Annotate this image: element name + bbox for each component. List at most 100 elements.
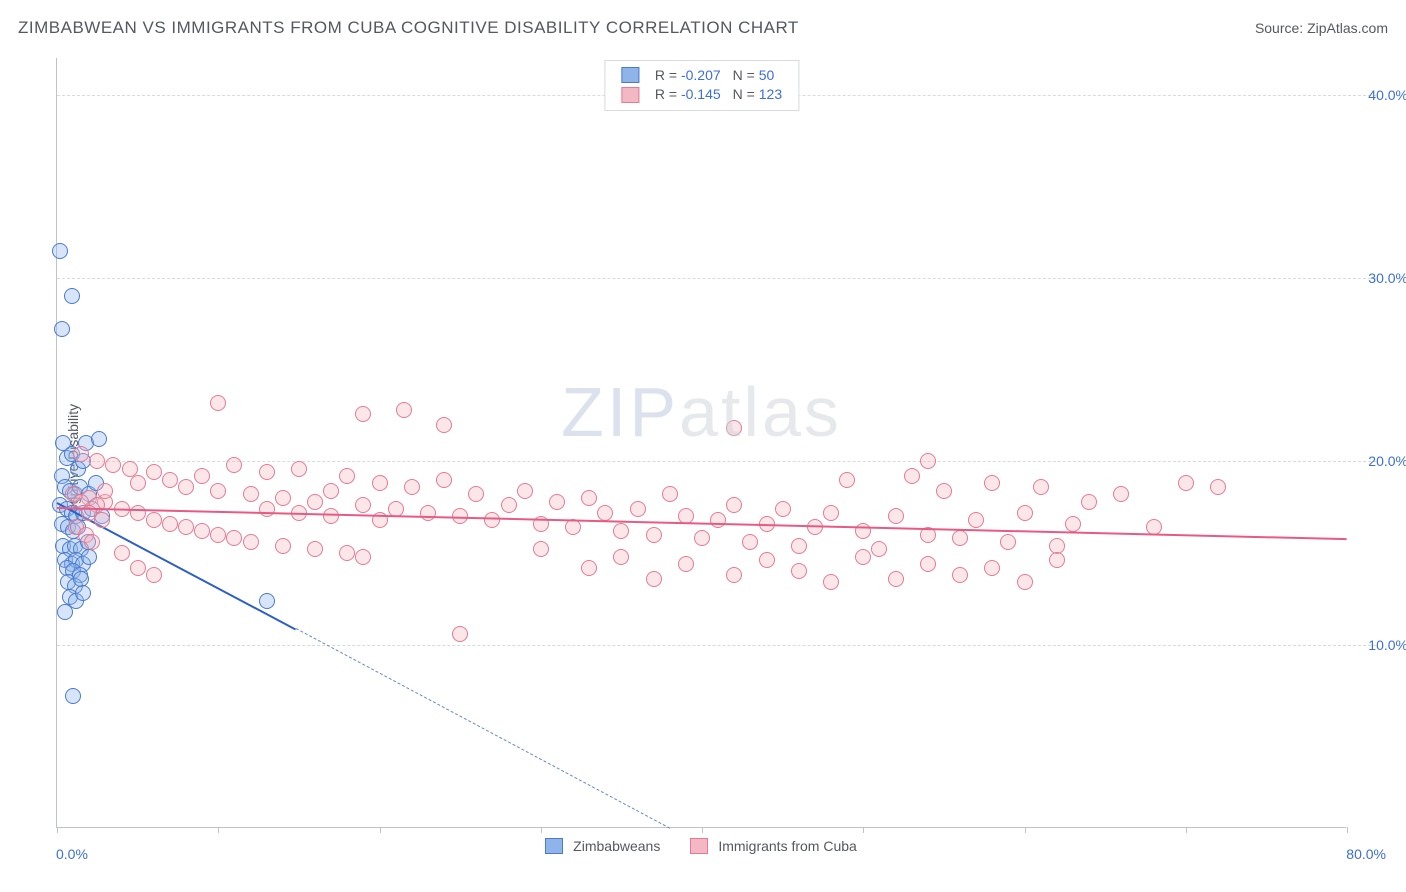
- r-label-0: R =: [655, 67, 681, 83]
- watermark-atlas: atlas: [679, 373, 842, 451]
- data-point-cuba: [984, 560, 1000, 576]
- x-max-label: 80.0%: [1346, 846, 1386, 862]
- data-point-cuba: [613, 523, 629, 539]
- x-tick: [1186, 827, 1187, 833]
- data-point-cuba: [823, 505, 839, 521]
- n-value-0: 50: [759, 67, 775, 83]
- x-tick: [702, 827, 703, 833]
- data-point-cuba: [791, 563, 807, 579]
- stats-row-cuba: R = -0.145 N = 123: [615, 84, 788, 103]
- data-point-cuba: [888, 571, 904, 587]
- data-point-cuba: [1049, 538, 1065, 554]
- data-point-cuba: [791, 538, 807, 554]
- data-point-cuba: [581, 560, 597, 576]
- header: ZIMBABWEAN VS IMMIGRANTS FROM CUBA COGNI…: [18, 18, 1388, 38]
- data-point-cuba: [1000, 534, 1016, 550]
- data-point-cuba: [275, 538, 291, 554]
- data-point-cuba: [210, 527, 226, 543]
- x-tick: [541, 827, 542, 833]
- stats-row-zimbabwe: R = -0.207 N = 50: [615, 65, 788, 84]
- data-point-cuba: [888, 508, 904, 524]
- data-point-zimbabwe: [73, 571, 89, 587]
- data-point-cuba: [194, 468, 210, 484]
- y-tick-label: 40.0%: [1350, 87, 1406, 103]
- data-point-cuba: [178, 519, 194, 535]
- data-point-cuba: [920, 453, 936, 469]
- data-point-cuba: [775, 501, 791, 517]
- data-point-cuba: [146, 464, 162, 480]
- data-point-cuba: [84, 534, 100, 550]
- trend-extrapolation: [295, 628, 670, 829]
- data-point-cuba: [105, 457, 121, 473]
- data-point-cuba: [871, 541, 887, 557]
- data-point-zimbabwe: [54, 321, 70, 337]
- data-point-cuba: [94, 512, 110, 528]
- data-point-cuba: [97, 483, 113, 499]
- data-point-cuba: [565, 519, 581, 535]
- data-point-cuba: [662, 486, 678, 502]
- x-tick: [863, 827, 864, 833]
- data-point-cuba: [1017, 574, 1033, 590]
- data-point-cuba: [468, 486, 484, 502]
- chart-container: Cognitive Disability ZIPatlas R = -0.207…: [18, 58, 1388, 868]
- legend-swatch-zimbabwe: [545, 838, 563, 854]
- data-point-cuba: [936, 483, 952, 499]
- data-point-cuba: [452, 626, 468, 642]
- data-point-cuba: [726, 567, 742, 583]
- data-point-cuba: [952, 567, 968, 583]
- data-point-cuba: [710, 512, 726, 528]
- data-point-cuba: [130, 560, 146, 576]
- series-legend: Zimbabweans Immigrants from Cuba: [56, 838, 1346, 854]
- data-point-cuba: [307, 541, 323, 557]
- r-label-1: R =: [655, 86, 681, 102]
- data-point-zimbabwe: [259, 593, 275, 609]
- data-point-cuba: [243, 534, 259, 550]
- legend-item-cuba: Immigrants from Cuba: [690, 838, 856, 854]
- data-point-cuba: [162, 472, 178, 488]
- data-point-cuba: [323, 483, 339, 499]
- data-point-cuba: [742, 534, 758, 550]
- stats-legend: R = -0.207 N = 50 R = -0.145 N = 123: [604, 60, 799, 111]
- data-point-cuba: [855, 549, 871, 565]
- data-point-cuba: [162, 516, 178, 532]
- data-point-cuba: [1113, 486, 1129, 502]
- data-point-cuba: [355, 549, 371, 565]
- watermark: ZIPatlas: [561, 372, 842, 452]
- data-point-cuba: [291, 461, 307, 477]
- n-value-1: 123: [759, 86, 782, 102]
- y-tick-label: 20.0%: [1350, 453, 1406, 469]
- plot-area: ZIPatlas R = -0.207 N = 50 R = -0.145 N …: [56, 58, 1346, 828]
- x-tick: [1347, 827, 1348, 833]
- data-point-cuba: [726, 497, 742, 513]
- data-point-cuba: [1210, 479, 1226, 495]
- data-point-cuba: [630, 501, 646, 517]
- data-point-cuba: [952, 530, 968, 546]
- data-point-zimbabwe: [81, 549, 97, 565]
- x-tick: [380, 827, 381, 833]
- swatch-cuba: [621, 87, 639, 103]
- swatch-zimbabwe: [621, 67, 639, 83]
- data-point-cuba: [436, 472, 452, 488]
- data-point-cuba: [613, 549, 629, 565]
- data-point-cuba: [130, 505, 146, 521]
- gridline: [57, 645, 1376, 646]
- data-point-cuba: [259, 501, 275, 517]
- data-point-cuba: [646, 527, 662, 543]
- x-tick: [57, 827, 58, 833]
- data-point-cuba: [146, 567, 162, 583]
- source-prefix: Source:: [1255, 20, 1307, 36]
- source-attribution: Source: ZipAtlas.com: [1255, 20, 1388, 36]
- r-value-1: -0.145: [681, 86, 721, 102]
- data-point-cuba: [122, 461, 138, 477]
- data-point-cuba: [355, 497, 371, 513]
- legend-label-cuba: Immigrants from Cuba: [718, 838, 856, 854]
- stats-table: R = -0.207 N = 50 R = -0.145 N = 123: [615, 65, 788, 104]
- data-point-cuba: [73, 446, 89, 462]
- data-point-cuba: [1178, 475, 1194, 491]
- data-point-cuba: [839, 472, 855, 488]
- data-point-cuba: [1033, 479, 1049, 495]
- data-point-cuba: [678, 556, 694, 572]
- x-tick: [218, 827, 219, 833]
- source-site: ZipAtlas.com: [1307, 20, 1388, 36]
- data-point-cuba: [694, 530, 710, 546]
